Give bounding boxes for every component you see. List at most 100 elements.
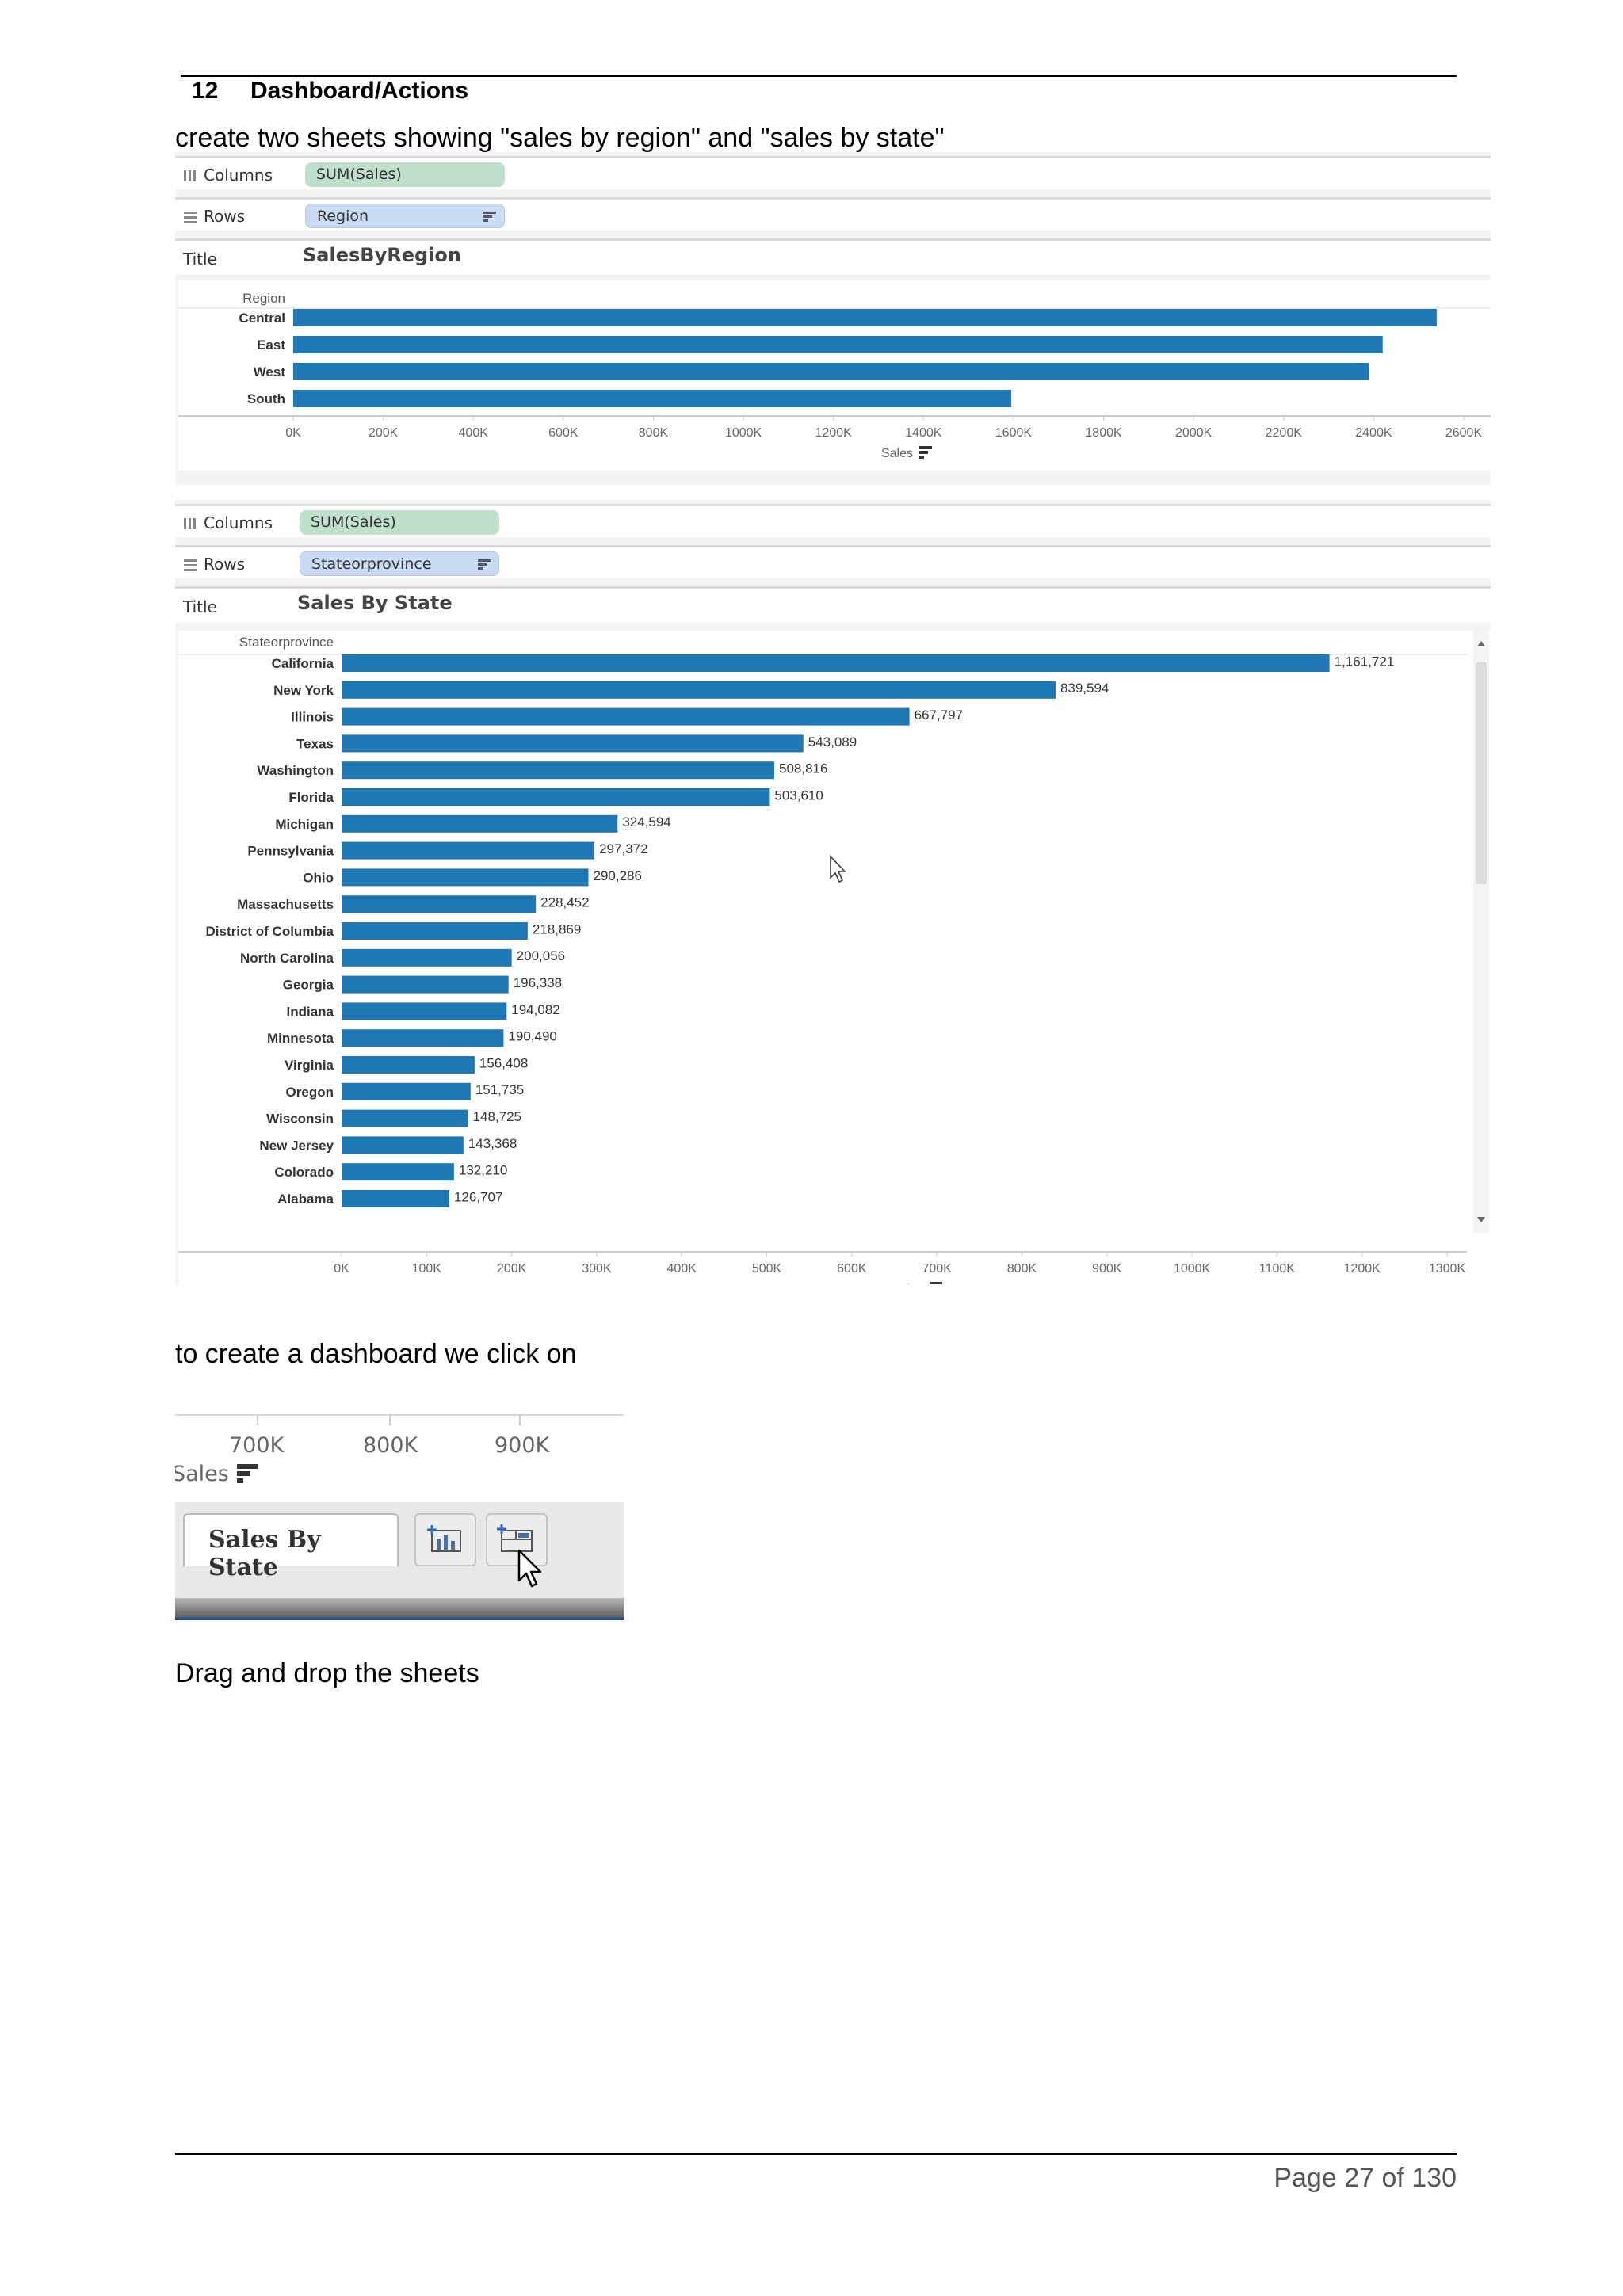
x-tick-label: 700K bbox=[922, 1262, 952, 1276]
region-chart: Region Central East West South 0K 200K 400K 600K… bbox=[178, 280, 1491, 471]
category-label: Oregon bbox=[286, 1085, 334, 1100]
x-tick-label: 600K bbox=[548, 426, 579, 440]
sort-icon[interactable] bbox=[483, 212, 496, 223]
rows-label: Rows bbox=[204, 555, 246, 574]
x-tick-label: 2400K bbox=[1355, 426, 1392, 440]
header-rule bbox=[181, 75, 1457, 77]
bar bbox=[342, 948, 512, 967]
category-label: Washington bbox=[257, 763, 334, 778]
category-label: South bbox=[247, 391, 285, 406]
category-label: Georgia bbox=[283, 978, 334, 993]
columns-label: Columns bbox=[204, 513, 273, 532]
rows-shelf: Rows Stateorprovince bbox=[175, 545, 1491, 578]
rows-pill-label: Stateorprovince bbox=[311, 555, 432, 573]
category-label: Wisconsin bbox=[266, 1112, 334, 1127]
data-label: 543,089 bbox=[808, 734, 857, 749]
tab-sales-by-state[interactable]: Sales By State bbox=[183, 1513, 399, 1581]
intro-paragraph: create two sheets showing "sales by regi… bbox=[175, 123, 945, 153]
data-label: 196,338 bbox=[514, 975, 562, 990]
bar bbox=[342, 761, 774, 780]
x-tick-label: 200K bbox=[369, 426, 399, 440]
category-label: Texas bbox=[296, 736, 334, 751]
scroll-down-icon bbox=[1477, 1217, 1485, 1222]
x-tick-label: 900K bbox=[1092, 1262, 1122, 1276]
x-tick-label: 800K bbox=[639, 426, 669, 440]
columns-pill[interactable]: SUM(Sales) bbox=[300, 510, 499, 535]
new-dashboard-button[interactable] bbox=[486, 1513, 548, 1566]
category-label: East bbox=[257, 338, 285, 353]
bar bbox=[342, 814, 618, 833]
axis-line bbox=[175, 1414, 624, 1416]
data-label: 297,372 bbox=[599, 841, 647, 856]
columns-shelf: Columns SUM(Sales) bbox=[175, 504, 1491, 537]
scrollbar-thumb bbox=[1476, 662, 1487, 884]
x-tick-label: 1000K bbox=[725, 426, 762, 440]
category-label: District of Columbia bbox=[205, 924, 334, 939]
bar bbox=[342, 681, 1056, 699]
category-label: Colorado bbox=[274, 1165, 334, 1180]
x-tick-label: 1100K bbox=[1259, 1262, 1295, 1276]
rows-pill[interactable]: Stateorprovince bbox=[300, 551, 499, 576]
sheet-sales-by-region: Columns SUM(Sales) Rows Region Title Sal… bbox=[175, 152, 1491, 485]
new-worksheet-button[interactable] bbox=[414, 1513, 476, 1566]
x-tick-label: 1300K bbox=[1429, 1262, 1466, 1276]
drag-drop-paragraph: Drag and drop the sheets bbox=[175, 1658, 479, 1688]
columns-pill[interactable]: SUM(Sales) bbox=[305, 162, 505, 187]
bar bbox=[342, 895, 537, 913]
y-axis-title: Stateorprovince bbox=[239, 635, 334, 650]
x-tick-label: 800K bbox=[1007, 1262, 1037, 1276]
new-dashboard-icon bbox=[497, 1524, 533, 1552]
x-tick-label: 400K bbox=[459, 426, 489, 440]
y-axis-title: Region bbox=[242, 291, 285, 306]
x-tick-label: 1200K bbox=[1344, 1262, 1381, 1276]
sheet-sales-by-state: Columns SUM(Sales) Rows Stateorprovince … bbox=[175, 500, 1491, 1296]
bar bbox=[342, 1163, 454, 1181]
new-worksheet-icon bbox=[427, 1525, 461, 1552]
data-label: 218,869 bbox=[533, 921, 581, 936]
bar bbox=[342, 654, 1330, 672]
x-tick-label: 1000K bbox=[1174, 1262, 1211, 1276]
title-label: Title bbox=[183, 250, 217, 269]
mouse-cursor-icon bbox=[830, 855, 846, 883]
category-label: Pennsylvania bbox=[247, 844, 334, 859]
rows-pill[interactable]: Region bbox=[305, 204, 505, 228]
bar bbox=[293, 390, 1012, 407]
x-tick-label: 500K bbox=[752, 1262, 782, 1276]
category-label: Ohio bbox=[303, 870, 334, 885]
mouse-cursor-icon bbox=[517, 1549, 542, 1588]
sort-icon[interactable] bbox=[478, 559, 491, 570]
category-label: Massachusetts bbox=[237, 897, 334, 912]
category-label: Minnesota bbox=[267, 1031, 334, 1046]
data-label: 290,286 bbox=[593, 868, 641, 883]
sheet-title: SalesByRegion bbox=[303, 244, 461, 266]
data-label: 200,056 bbox=[517, 948, 565, 963]
x-tick-label: 300K bbox=[582, 1262, 612, 1276]
category-label: New Jersey bbox=[259, 1138, 334, 1153]
bar bbox=[342, 1029, 504, 1047]
data-label: 143,368 bbox=[468, 1136, 517, 1151]
x-tick-label: 400K bbox=[667, 1262, 697, 1276]
category-label: California bbox=[272, 656, 334, 671]
x-tick-label: 600K bbox=[837, 1262, 867, 1276]
data-label: 503,610 bbox=[774, 788, 823, 803]
bar bbox=[342, 841, 595, 860]
data-label: 151,735 bbox=[475, 1082, 524, 1097]
x-tick-label: 100K bbox=[412, 1262, 442, 1276]
sort-icon[interactable] bbox=[236, 1464, 258, 1483]
category-label: Illinois bbox=[291, 710, 334, 725]
category-label: West bbox=[254, 364, 286, 379]
x-tick-label: 1800K bbox=[1085, 426, 1122, 440]
x-tick-label: 2200K bbox=[1266, 426, 1303, 440]
data-label: 508,816 bbox=[779, 761, 827, 776]
columns-icon bbox=[184, 170, 196, 181]
columns-shelf: Columns SUM(Sales) bbox=[175, 156, 1491, 189]
rows-label: Rows bbox=[204, 207, 246, 226]
rows-shelf: Rows Region bbox=[175, 197, 1491, 231]
data-label: 667,797 bbox=[915, 707, 963, 723]
category-label: Central bbox=[239, 311, 285, 326]
bar bbox=[342, 975, 509, 994]
section-heading: 12 Dashboard/Actions bbox=[192, 78, 468, 105]
state-chart: Stateorprovince California 1,161,721 New Yo… bbox=[178, 631, 1491, 1296]
bar bbox=[342, 788, 770, 806]
x-tick-label: 1200K bbox=[815, 426, 853, 440]
